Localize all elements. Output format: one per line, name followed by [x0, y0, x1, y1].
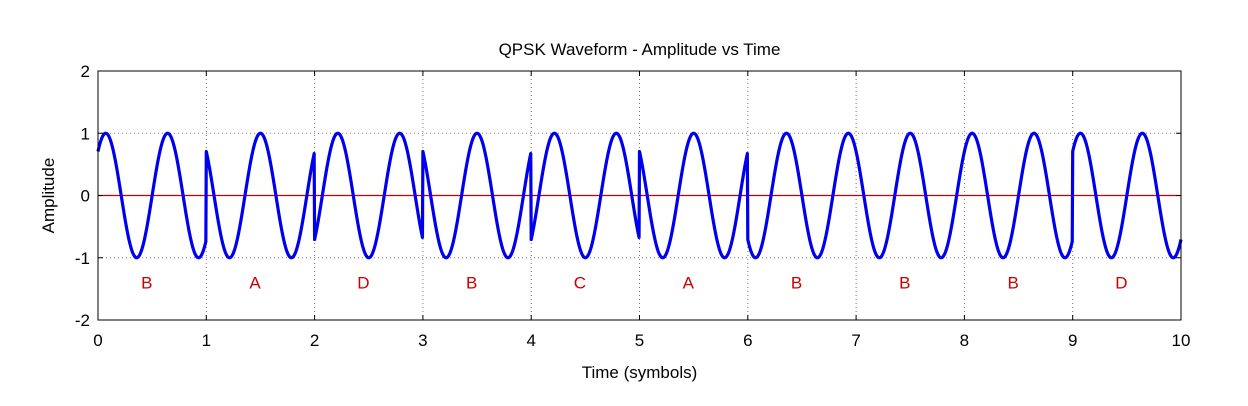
y-axis-ticks: 2 1 0 -1 -2	[75, 62, 1181, 330]
symbol-label: B	[466, 274, 477, 293]
symbol-label: B	[899, 274, 910, 293]
symbol-label: B	[791, 274, 802, 293]
y-tick-label: -2	[75, 311, 90, 330]
x-tick-label: 8	[960, 331, 969, 350]
x-tick-label: 4	[526, 331, 535, 350]
symbol-label: C	[574, 274, 586, 293]
symbol-label: B	[1007, 274, 1018, 293]
x-axis-title: Time (symbols)	[582, 363, 698, 382]
y-axis-title: Amplitude	[39, 158, 58, 234]
x-tick-label: 5	[635, 331, 644, 350]
y-tick-label: 0	[81, 187, 90, 206]
x-tick-label: 7	[851, 331, 860, 350]
y-tick-label: -1	[75, 249, 90, 268]
y-tick-label: 1	[81, 124, 90, 143]
x-tick-label: 6	[743, 331, 752, 350]
symbol-label: A	[683, 274, 695, 293]
x-tick-label: 2	[310, 331, 319, 350]
chart-title: QPSK Waveform - Amplitude vs Time	[499, 40, 781, 59]
x-tick-label: 9	[1068, 331, 1077, 350]
symbol-label: A	[249, 274, 261, 293]
symbol-label: B	[141, 274, 152, 293]
y-tick-label: 2	[81, 62, 90, 81]
x-tick-label: 0	[93, 331, 102, 350]
x-tick-label: 1	[202, 331, 211, 350]
symbol-label: D	[357, 274, 369, 293]
symbol-label: D	[1115, 274, 1127, 293]
x-tick-label: 10	[1172, 331, 1191, 350]
waveform-series	[96, 131, 1183, 260]
x-tick-label: 3	[418, 331, 427, 350]
x-axis-ticks: 0 1 2 3 4 5 6 7 8 9 10	[93, 71, 1190, 350]
